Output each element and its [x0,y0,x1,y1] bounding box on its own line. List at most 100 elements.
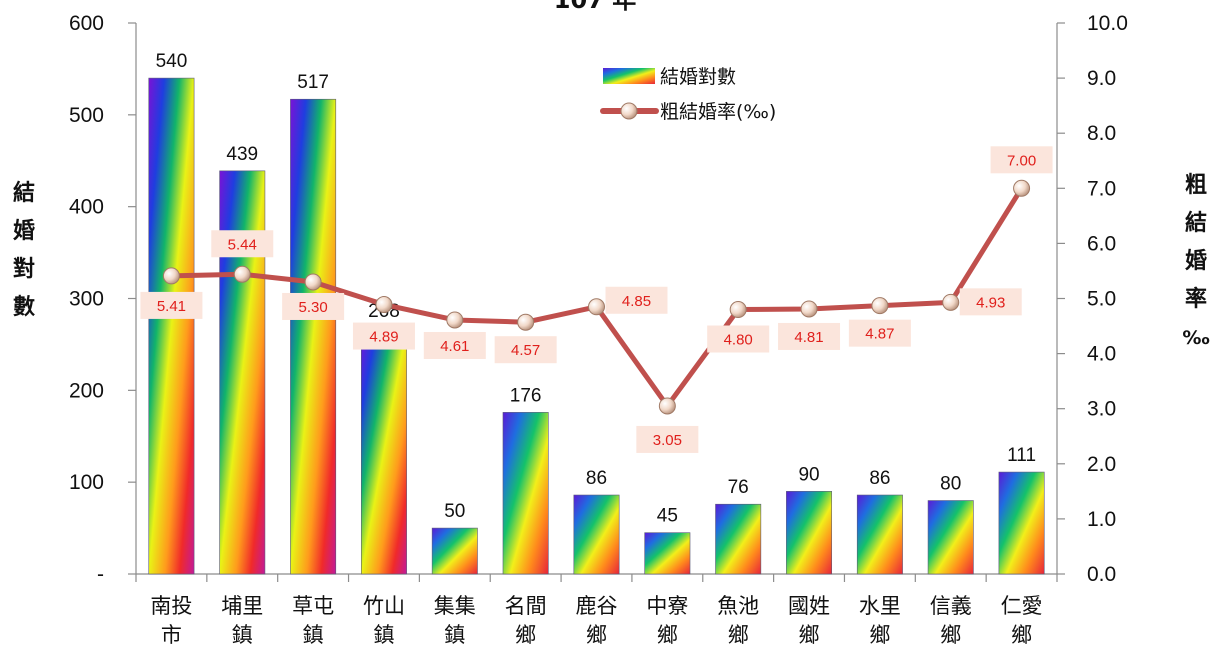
rate-label-box [848,319,911,347]
rate-marker [446,311,464,329]
bar-value-label: 176 [510,385,542,406]
category-label-line1: 中寮 [646,594,688,618]
rate-label-box [778,322,841,350]
category-label-line2: 鄉 [657,623,678,646]
category-label-line2: 鄉 [869,623,890,646]
bar [644,532,691,575]
category-label-line1: 信義 [930,594,972,618]
rate-marker [729,301,747,319]
category-label-line2: 鎮 [373,623,394,646]
bar [360,327,407,575]
rate-marker [588,298,605,316]
rate-marker [517,313,535,331]
category-label-line2: 鎮 [303,623,324,646]
rate-value-label: 4.61 [440,338,469,355]
bar-value-label: 86 [869,468,890,489]
rate-label-box [636,425,699,453]
right-axis-tick-label: 9.0 [1087,67,1116,90]
bar [715,503,762,575]
bar [148,77,195,575]
right-axis-tick-label: 5.0 [1087,288,1116,311]
right-axis-tick-label: 8.0 [1087,122,1116,145]
left-axis-tick-label: 100 [69,471,104,494]
rate-label-box [423,331,486,359]
bar [502,412,549,575]
right-axis-title-char: 率 [1185,286,1207,312]
legend-bar-swatch [603,68,655,84]
right-axis-tick-label: 7.0 [1087,177,1116,200]
right-axis-tick-label: 10.0 [1087,12,1128,35]
category-label-line1: 國姓 [788,594,830,618]
right-axis-tick-label: 3.0 [1087,398,1116,421]
rate-value-label: 4.57 [511,342,540,359]
rate-marker [375,296,393,314]
rate-marker [1013,179,1031,197]
bar-value-label: 517 [297,72,329,93]
legend-bar-label: 結婚對數 [660,66,736,88]
category-label-line1: 水里 [859,594,901,618]
left-axis-title-char: 結 [13,180,35,206]
category-label-line1: 竹山 [363,594,405,618]
legend-line-label: 粗結婚率(‰) [660,101,776,123]
left-axis-title-char: 對 [13,257,35,282]
rate-label-box [352,322,415,350]
left-axis-tick-label: - [97,563,104,586]
category-label-line2: 鎮 [444,623,465,646]
category-label-line2: 鄉 [799,623,820,646]
left-axis-tick-label: 200 [69,379,104,402]
rate-value-label: 5.30 [299,299,328,316]
right-axis-title-char: ‰ [1182,327,1209,349]
rate-marker [942,293,960,311]
bar [573,494,620,575]
category-label-line2: 鄉 [940,623,961,646]
category-label-line1: 名間 [505,594,547,618]
rate-value-label: 4.85 [622,293,651,310]
right-axis-tick-label: 6.0 [1087,232,1116,255]
category-label-line2: 鄉 [586,623,607,646]
bar-value-label: 111 [1007,445,1036,466]
left-axis-tick-label: 300 [69,288,104,311]
rate-value-label: 4.80 [724,332,753,349]
rate-value-label: 4.89 [369,329,398,346]
rate-value-label: 5.44 [228,236,257,253]
category-label-line1: 魚池 [717,594,759,618]
category-label-line1: 草屯 [292,594,334,618]
bar-value-label: 76 [728,477,749,498]
category-label-line2: 鄉 [1011,623,1032,646]
bar [431,527,478,575]
left-axis-title-char: 婚 [13,218,35,244]
left-axis-tick-label: 400 [69,196,104,219]
chart-title: 107 年 [554,0,636,14]
right-axis-title: 粗 結 婚 率 ‰ [1182,173,1209,349]
category-label-line2: 市 [161,623,182,646]
rate-marker [162,267,180,285]
rate-value-label: 4.81 [794,329,823,346]
category-label-line2: 鄉 [728,623,749,646]
left-axis-tick-label: 600 [69,12,104,35]
rate-marker [233,265,251,283]
rate-value-label: 4.87 [865,326,894,343]
right-axis-title-char: 粗 [1185,173,1207,198]
right-axis-tick-label: 4.0 [1087,343,1116,366]
bar-value-label: 540 [156,51,188,72]
rate-marker [800,300,818,318]
bar [290,98,337,575]
legend: 結婚對數 粗結婚率(‰) [600,66,776,123]
rate-marker [304,273,322,291]
rate-label-box [494,336,557,364]
bar [927,500,974,575]
bar-value-label: 50 [444,501,465,522]
rate-label-box [990,146,1053,174]
legend-line-marker [620,102,638,120]
bar [786,491,833,575]
rate-marker [658,397,676,415]
left-axis-title-char: 數 [13,295,35,320]
bar-value-label: 80 [940,474,961,495]
rate-marker [871,297,889,315]
category-label-line1: 仁愛 [1001,594,1043,618]
right-axis-tick-label: 1.0 [1087,508,1116,531]
left-axis-title: 結 婚 對 數 [13,180,35,320]
bar [998,471,1045,575]
rate-value-label: 7.00 [1007,152,1036,169]
